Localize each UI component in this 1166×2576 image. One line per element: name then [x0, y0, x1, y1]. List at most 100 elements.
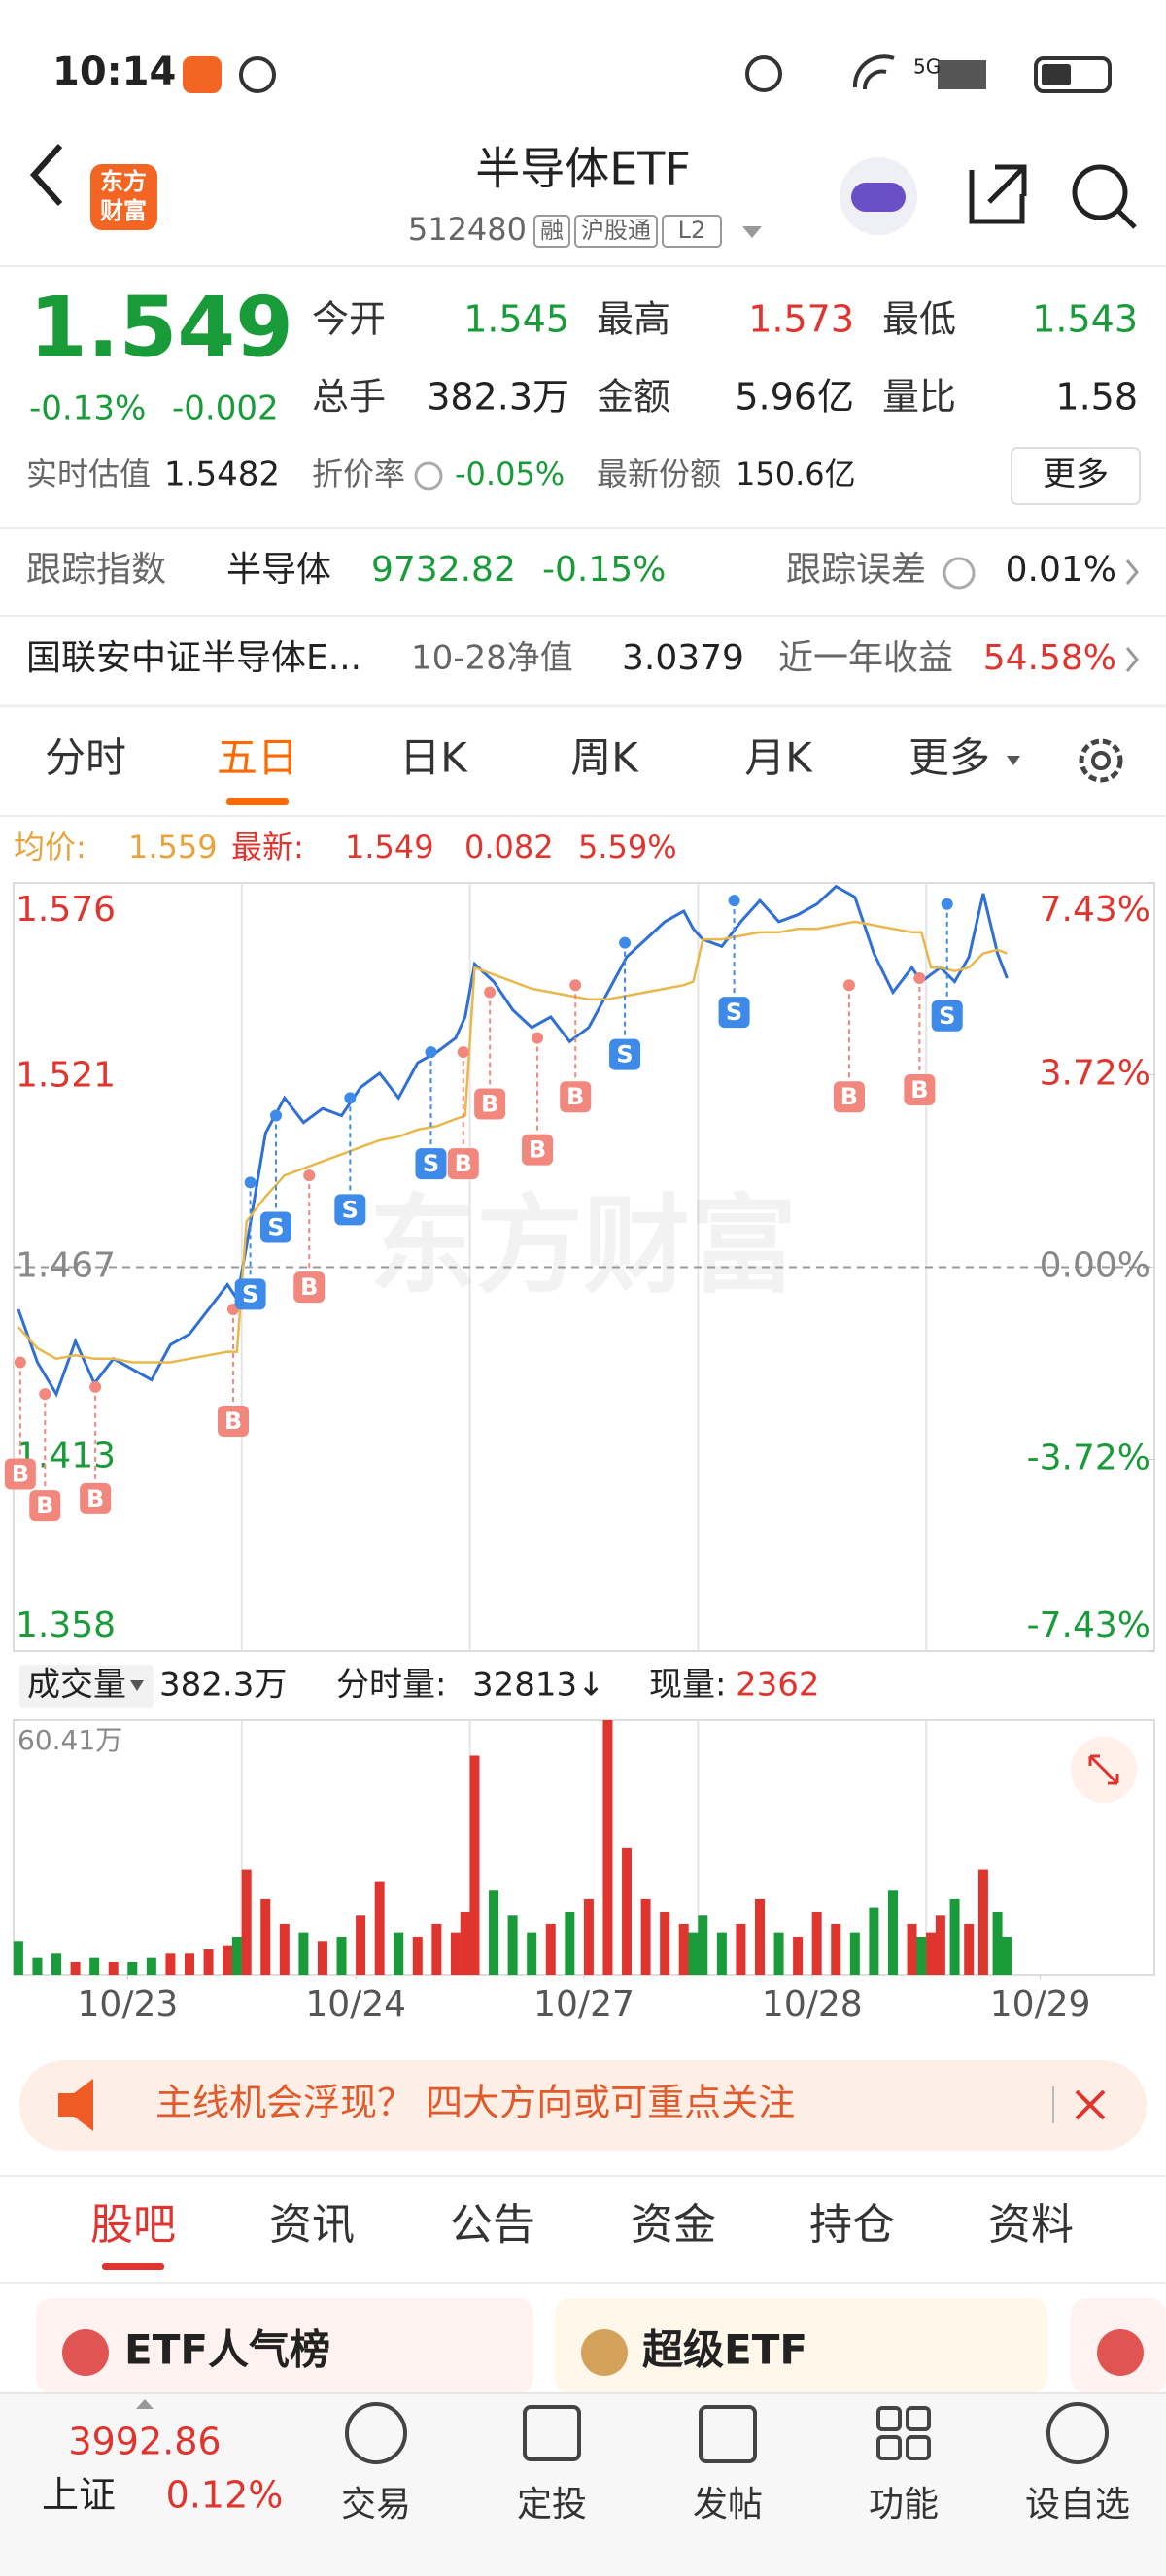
- content-tab[interactable]: 资讯: [269, 2200, 355, 2250]
- volume-bar: [32, 1957, 43, 1975]
- volume-bar: [811, 1911, 822, 1975]
- trade-label: B: [455, 1150, 472, 1177]
- content-tab[interactable]: 持仓: [809, 2200, 895, 2250]
- field-value: 1.545: [463, 298, 569, 341]
- chart-tab[interactable]: 日K: [399, 734, 468, 782]
- card[interactable]: [555, 2298, 1047, 2393]
- trade-marker: [80, 1482, 112, 1514]
- trade-label: S: [939, 1002, 955, 1030]
- dropdown-arrow[interactable]: [742, 226, 762, 238]
- nav-item[interactable]: 交易: [341, 2485, 411, 2525]
- trade-marker: [474, 1088, 506, 1120]
- y2-tick-label: 0.00%: [1040, 1246, 1150, 1286]
- trade-point: [39, 1388, 51, 1401]
- nav-item[interactable]: 发帖: [693, 2485, 763, 2525]
- trade-marker: [293, 1271, 326, 1304]
- dropdown-arrow[interactable]: [130, 1680, 144, 1691]
- volume-bar: [849, 1932, 860, 1975]
- nav-icon[interactable]: [876, 2406, 931, 2460]
- chart-tab[interactable]: 五日: [217, 734, 298, 782]
- content-tab[interactable]: 公告: [450, 2200, 535, 2250]
- premium: -0.05%: [455, 456, 565, 492]
- nav-label: 10-28净值: [411, 639, 573, 678]
- chevron[interactable]: [1125, 559, 1139, 585]
- tracking-index: 半导体: [226, 550, 331, 590]
- nav-icon[interactable]: [699, 2405, 757, 2463]
- banner-text[interactable]: 主线机会浮现？ 四大方向或可重点关注: [155, 2082, 795, 2124]
- nav-item[interactable]: 定投: [517, 2485, 587, 2525]
- avg-label: 均价:: [14, 829, 86, 865]
- volume-selector[interactable]: [19, 1665, 154, 1708]
- index-change: -0.15%: [542, 550, 666, 590]
- trade-label: S: [616, 1041, 633, 1068]
- nav-item[interactable]: 功能: [869, 2485, 939, 2525]
- logo-text: 东方: [100, 168, 147, 195]
- chart-tab[interactable]: 更多: [909, 734, 990, 782]
- volume-bar: [336, 1936, 347, 1975]
- volume-bar: [298, 1932, 309, 1975]
- chart-tab[interactable]: 分时: [45, 734, 126, 782]
- back-button[interactable]: [29, 143, 63, 207]
- current-volume-label: 现量:: [649, 1666, 726, 1705]
- speaker-icon: [58, 2079, 93, 2131]
- trade-label: S: [267, 1213, 284, 1240]
- volume-bar: [949, 1898, 960, 1975]
- trade-label: B: [224, 1407, 242, 1435]
- chart-tab[interactable]: 周K: [570, 734, 639, 782]
- nav-icon[interactable]: [1046, 2402, 1109, 2464]
- volume-bar: [622, 1847, 633, 1975]
- field-value: 1.58: [1055, 376, 1138, 419]
- volume-bar: [108, 1961, 119, 1975]
- card[interactable]: [36, 2298, 533, 2393]
- signal-icon: [938, 60, 986, 89]
- nav-icon[interactable]: [523, 2405, 581, 2461]
- banner[interactable]: [19, 2060, 1147, 2151]
- card-title[interactable]: ETF人气榜: [124, 2326, 330, 2374]
- nav-icon[interactable]: [345, 2402, 407, 2464]
- card-icon: [581, 2329, 628, 2376]
- content-tab[interactable]: 资金: [631, 2200, 716, 2250]
- volume-bar: [916, 1936, 927, 1975]
- x-tick-label: 10/23: [78, 1984, 179, 2024]
- more-arrow[interactable]: [1007, 756, 1020, 765]
- card-icon: [1097, 2329, 1144, 2376]
- volume-bar: [754, 1898, 765, 1975]
- volume-bar: [527, 1932, 537, 1975]
- search-button[interactable]: [1072, 164, 1128, 220]
- trade-point: [913, 971, 926, 984]
- volume: 382.3万: [159, 1666, 287, 1705]
- more-button[interactable]: [1011, 447, 1141, 505]
- volume-bar: [13, 1941, 23, 1975]
- settings-button[interactable]: [1079, 738, 1123, 783]
- nav-item[interactable]: 设自选: [1025, 2485, 1130, 2525]
- volume-bar: [716, 1932, 727, 1975]
- card-title[interactable]: 超级ETF: [642, 2326, 807, 2374]
- share-button[interactable]: [969, 164, 1027, 224]
- content-tab[interactable]: 资料: [988, 2200, 1074, 2250]
- index-name: 上证: [42, 2474, 116, 2517]
- more-button-text[interactable]: 更多: [1043, 456, 1109, 494]
- volume-label[interactable]: 成交量: [27, 1666, 126, 1705]
- chart-tab[interactable]: 月K: [744, 734, 813, 782]
- volume-bar: [127, 1961, 138, 1975]
- volume-bar: [460, 1911, 470, 1975]
- trade-marker: [260, 1211, 292, 1243]
- volume-bar: [279, 1923, 290, 1975]
- close-banner[interactable]: [1075, 2089, 1106, 2120]
- y-tick-label: 1.576: [16, 890, 116, 930]
- volume-bar: [184, 1953, 194, 1975]
- iopv: 1.5482: [164, 456, 280, 494]
- trade-point: [244, 1176, 257, 1189]
- tag-box: [533, 215, 570, 248]
- info-icon[interactable]: [414, 461, 443, 491]
- battery-level: [1042, 64, 1071, 85]
- volume-bar: [583, 1898, 594, 1975]
- content-tab[interactable]: 股吧: [90, 2200, 176, 2250]
- chevron[interactable]: [1125, 647, 1139, 672]
- settings-center: [1091, 751, 1111, 770]
- tracking-label: 跟踪指数: [26, 550, 166, 590]
- help-icon[interactable]: [943, 557, 976, 590]
- volume-bar: [935, 1915, 945, 1975]
- trade-point: [344, 1092, 357, 1104]
- trade-label: B: [300, 1273, 318, 1301]
